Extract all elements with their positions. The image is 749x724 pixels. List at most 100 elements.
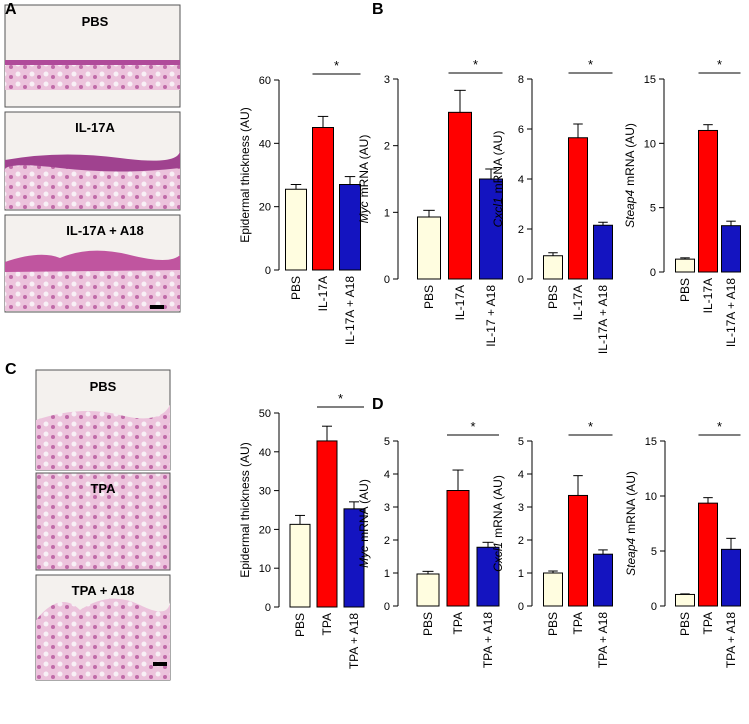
x-tick-label: PBS — [289, 276, 303, 300]
x-tick-label: IL-17A — [701, 278, 715, 313]
x-tick-label: PBS — [678, 278, 692, 302]
x-tick-label: TPA — [320, 613, 334, 635]
y-axis-label: Cxcl1 mRNA (AU) — [491, 131, 505, 228]
y-tick-label: 50 — [259, 408, 271, 420]
y-tick-label: 0 — [384, 274, 390, 286]
x-tick-label: PBS — [546, 612, 560, 636]
bar — [479, 178, 503, 280]
y-tick-label: 60 — [259, 75, 271, 87]
panel-label: B — [372, 1, 384, 18]
significance-star: * — [717, 419, 722, 434]
y-axis-label: Epidermal thickness (AU) — [238, 107, 252, 242]
x-tick-label: PBS — [546, 285, 560, 309]
y-axis-label: Steap4 mRNA (AU) — [624, 471, 638, 576]
y-axis-label-unit: mRNA (AU) — [357, 135, 371, 198]
bar — [568, 494, 588, 607]
y-tick-label: 1 — [384, 568, 390, 580]
tissue — [5, 62, 180, 90]
y-axis-label-unit: mRNA (AU) — [623, 123, 637, 186]
bar — [721, 548, 741, 607]
significance-star: * — [717, 57, 722, 72]
y-tick-label: 0 — [384, 601, 390, 613]
y-tick-label: 5 — [384, 436, 390, 448]
bar — [339, 184, 361, 271]
bar — [312, 127, 334, 271]
x-tick-label: IL-17A + A18 — [596, 285, 610, 354]
x-tick-label: IL-17A + A18 — [343, 276, 357, 345]
panel-label: C — [5, 361, 17, 378]
y-axis-label-gene: Cxcl1 — [491, 542, 505, 572]
y-tick-label: 2 — [518, 224, 524, 236]
y-tick-label: 0 — [518, 274, 524, 286]
x-tick-label: IL-17A — [453, 285, 467, 320]
image-label: IL-17A — [75, 120, 115, 135]
bar — [343, 508, 365, 608]
scale-bar — [150, 305, 164, 309]
x-tick-label: IL-17 + A18 — [484, 285, 498, 347]
y-tick-label: 6 — [518, 124, 524, 136]
x-tick-label: IL-17A — [316, 276, 330, 311]
image-label: PBS — [82, 14, 109, 29]
x-tick-label: IL-17A — [571, 285, 585, 320]
y-tick-label: 5 — [650, 203, 656, 215]
significance-star: * — [588, 57, 593, 72]
y-tick-label: 15 — [645, 436, 657, 448]
histology-images — [4, 4, 181, 681]
y-tick-label: 10 — [259, 563, 271, 575]
tissue — [36, 405, 170, 470]
y-tick-label: 10 — [645, 491, 657, 503]
y-tick-label: 0 — [518, 601, 524, 613]
y-axis-label: Myc mRNA (AU) — [357, 479, 371, 568]
bar — [543, 255, 563, 280]
bar — [675, 258, 695, 273]
epidermis — [5, 250, 180, 272]
y-axis-label-gene: Myc — [357, 201, 371, 223]
image-label: IL-17A + A18 — [66, 223, 143, 238]
y-tick-label: 15 — [644, 74, 656, 86]
y-tick-label: 4 — [384, 469, 390, 481]
bar — [593, 224, 613, 280]
y-tick-label: 0 — [650, 267, 656, 279]
y-tick-label: 0 — [265, 602, 271, 614]
panel-label: A — [5, 1, 17, 18]
x-tick-label: TPA — [701, 612, 715, 634]
x-tick-label: PBS — [422, 285, 436, 309]
x-tick-label: PBS — [421, 612, 435, 636]
y-tick-label: 40 — [259, 138, 271, 150]
y-axis-label-gene: Myc — [357, 546, 371, 568]
significance-star: * — [338, 391, 343, 406]
x-tick-label: TPA + A18 — [596, 612, 610, 668]
bar — [476, 546, 500, 607]
x-tick-label: TPA + A18 — [481, 612, 495, 668]
y-tick-label: 1 — [518, 568, 524, 580]
y-tick-label: 2 — [518, 535, 524, 547]
y-axis-label-unit: mRNA (AU) — [357, 479, 371, 542]
y-tick-label: 5 — [651, 546, 657, 558]
tissue — [36, 598, 170, 680]
epidermis — [5, 60, 180, 65]
y-tick-label: 4 — [518, 174, 524, 186]
image-label: TPA + A18 — [72, 583, 135, 598]
bar — [593, 553, 613, 607]
y-axis-label: Myc mRNA (AU) — [357, 135, 371, 224]
significance-star: * — [470, 419, 475, 434]
bar — [289, 523, 311, 608]
y-tick-label: 5 — [518, 436, 524, 448]
significance-star: * — [334, 58, 339, 73]
y-axis-label-gene: Steap4 — [623, 190, 637, 228]
bar — [446, 490, 470, 607]
bar — [675, 593, 695, 607]
x-tick-label: TPA — [571, 612, 585, 634]
x-tick-label: TPA + A18 — [724, 612, 738, 668]
y-axis-label: Epidermal thickness (AU) — [238, 442, 252, 577]
y-tick-label: 40 — [259, 447, 271, 459]
y-tick-label: 1 — [384, 207, 390, 219]
bar — [721, 225, 741, 273]
bar — [416, 573, 440, 607]
significance-star: * — [473, 57, 478, 72]
image-frame — [35, 472, 171, 571]
y-tick-label: 4 — [518, 469, 524, 481]
y-tick-label: 20 — [259, 524, 271, 536]
x-tick-label: TPA + A18 — [347, 613, 361, 669]
